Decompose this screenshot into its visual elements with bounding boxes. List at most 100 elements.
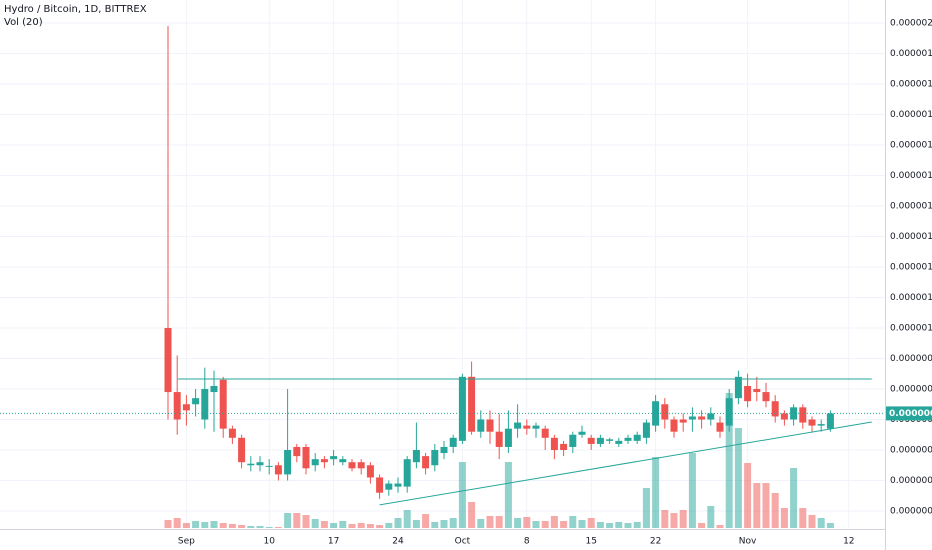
- volume-bar: [652, 457, 660, 528]
- y-tick-label: 0.00000110: [890, 293, 932, 303]
- candle-body: [826, 413, 834, 429]
- y-tick-label: 0.00000090: [890, 354, 932, 364]
- volume-bar: [698, 523, 706, 528]
- trend-line: [379, 421, 872, 506]
- candle-body: [449, 437, 457, 447]
- volume-bar: [753, 483, 761, 528]
- volume-bar: [578, 520, 586, 528]
- volume-bar: [228, 524, 236, 528]
- candle-body: [357, 462, 365, 469]
- candle-body: [366, 465, 374, 478]
- candle-body: [422, 456, 430, 469]
- volume-bar: [274, 527, 282, 528]
- candle-body: [560, 443, 568, 451]
- candle-body: [403, 459, 411, 487]
- candle-body: [569, 434, 577, 447]
- y-tick-label: 0.00000100: [890, 324, 932, 334]
- y-tick-label: 0.00000040: [890, 507, 932, 517]
- candle-body: [247, 463, 255, 466]
- volume-bar: [376, 525, 384, 528]
- volume-bar: [771, 493, 779, 528]
- y-tick-label: 0.00000060: [890, 446, 932, 456]
- volume-bar: [762, 483, 770, 528]
- y-tick-label: 0.00000190: [890, 49, 932, 59]
- volume-bar: [606, 523, 614, 528]
- volume-bar: [523, 517, 531, 528]
- candle-body: [274, 465, 282, 475]
- volume-bar: [661, 510, 669, 528]
- x-tick-label: 17: [328, 537, 339, 547]
- candle-body: [771, 401, 779, 417]
- candle-body: [348, 462, 356, 469]
- x-tick-label: Sep: [178, 537, 195, 547]
- volume-bar: [707, 506, 715, 528]
- candle-body: [606, 439, 614, 441]
- candle-body: [210, 385, 218, 393]
- volume-bar: [596, 522, 604, 528]
- x-tick-label: 22: [650, 537, 661, 547]
- volume-bar: [744, 463, 752, 528]
- volume-bar: [385, 523, 393, 528]
- volume-bar: [339, 521, 347, 528]
- volume-bar: [265, 527, 273, 528]
- price-pane: [0, 26, 885, 506]
- candle-body: [532, 425, 540, 429]
- x-tick-label: Nov: [739, 537, 757, 547]
- candle-body: [201, 389, 209, 420]
- candle-body: [412, 450, 420, 463]
- volume-bar: [210, 521, 218, 528]
- volume-bar: [468, 502, 476, 528]
- y-tick-label: 0.00000120: [890, 263, 932, 273]
- volume-bar: [541, 521, 549, 528]
- x-tick-label: 12: [843, 537, 854, 547]
- volume-bar: [219, 523, 227, 528]
- candle-body: [339, 459, 347, 463]
- candle-body: [679, 419, 687, 423]
- volume-bar: [725, 393, 733, 528]
- candle-body: [734, 376, 742, 399]
- volume-bar: [348, 524, 356, 528]
- volume-bar: [192, 521, 200, 528]
- y-tick-label: 0.00000130: [890, 232, 932, 242]
- candle-body: [541, 428, 549, 438]
- candle-body: [817, 424, 825, 426]
- volume-bar: [182, 523, 190, 528]
- volume-bar: [201, 522, 209, 528]
- x-tick-label: 15: [585, 537, 596, 547]
- candle-body: [753, 389, 761, 393]
- candle-body: [182, 404, 190, 411]
- candle-body: [808, 419, 816, 426]
- volume-bar: [440, 520, 448, 528]
- candle-body: [615, 440, 623, 444]
- y-tick-label: 0.00000140: [890, 202, 932, 212]
- volume-bar: [670, 513, 678, 528]
- volume-bar: [431, 522, 439, 528]
- volume-bar: [284, 513, 292, 528]
- volume-bar: [311, 519, 319, 528]
- volume-bar: [514, 518, 522, 528]
- candle-body: [431, 450, 439, 466]
- volume-bar: [624, 523, 632, 528]
- volume-bar: [780, 508, 788, 528]
- volume-bar: [560, 521, 568, 528]
- candle-body: [716, 422, 724, 432]
- volume-bar: [734, 428, 742, 528]
- grid: [0, 0, 885, 528]
- y-tick-label: 0.00000150: [890, 171, 932, 181]
- candle-body: [633, 434, 641, 441]
- candle-body: [578, 431, 586, 435]
- y-tick-label: 0.00000160: [890, 141, 932, 151]
- volume-bar: [357, 523, 365, 528]
- candle-body: [550, 437, 558, 451]
- volume-bar: [532, 521, 540, 528]
- candle-body: [780, 413, 788, 420]
- candle-body: [495, 431, 503, 447]
- volume-bar: [587, 518, 595, 528]
- volume-bar: [495, 516, 503, 528]
- volume-bar: [808, 515, 816, 528]
- volume-bar: [256, 526, 264, 528]
- candle-body: [228, 428, 236, 438]
